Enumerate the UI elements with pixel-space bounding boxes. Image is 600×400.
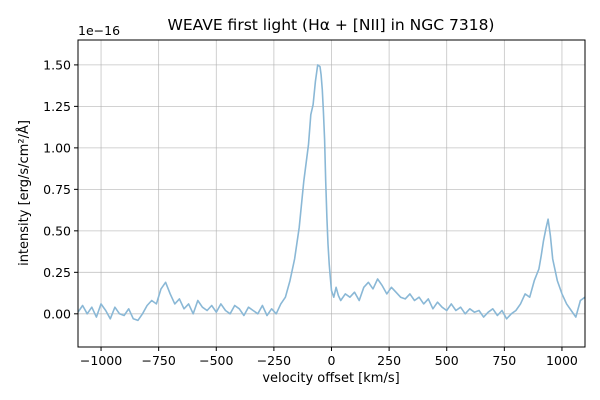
y-axis-label: intensity [erg/s/cm²/Å] <box>16 120 32 266</box>
y-tick-label: 0.75 <box>43 182 71 197</box>
x-tick-label: 750 <box>492 353 516 368</box>
x-tick-label: 500 <box>435 353 459 368</box>
ticks: −1000 −750 −500 −250 0 250 500 750 1000 0.00 0.25 0… <box>43 57 578 368</box>
series-layer <box>77 64 586 322</box>
y-offset-label: 1e−16 <box>78 23 120 38</box>
x-tick-label: −1000 <box>80 353 122 368</box>
x-tick-label: 250 <box>377 353 401 368</box>
x-tick-label: −250 <box>257 353 291 368</box>
y-tick-label: 0.50 <box>43 223 71 238</box>
y-tick-label: 0.25 <box>43 265 71 280</box>
x-tick-label: 0 <box>328 353 336 368</box>
spectrum-line <box>77 64 586 322</box>
x-tick-label: 1000 <box>546 353 578 368</box>
y-tick-label: 1.25 <box>43 99 71 114</box>
y-tick-label: 1.50 <box>43 57 71 72</box>
x-axis-label: velocity offset [km/s] <box>262 371 399 386</box>
y-tick-label: 0.00 <box>43 306 71 321</box>
grid <box>78 40 585 347</box>
y-tick-label: 1.00 <box>43 140 71 155</box>
x-tick-label: −500 <box>199 353 233 368</box>
x-tick-label: −750 <box>141 353 175 368</box>
chart-title: WEAVE first light (Hα + [NII] in NGC 731… <box>168 16 495 34</box>
